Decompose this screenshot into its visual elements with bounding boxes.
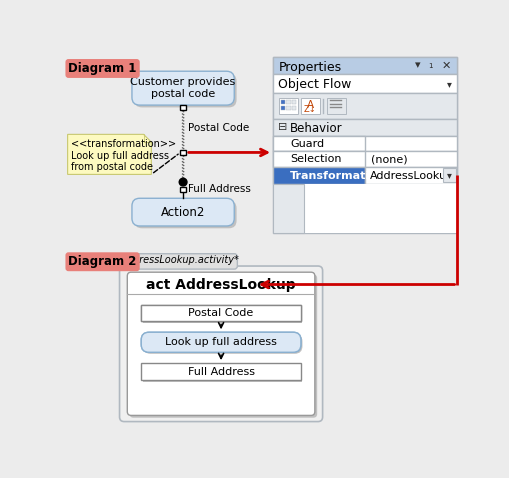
Bar [180, 187, 185, 192]
Text: Action2: Action2 [161, 206, 205, 218]
Text: Behavior: Behavior [290, 122, 342, 135]
Bar [272, 167, 364, 184]
Text: Full Address: Full Address [187, 185, 250, 195]
Bar [272, 93, 457, 119]
Text: Postal Code: Postal Code [187, 123, 248, 133]
Text: Diagram 2: Diagram 2 [68, 255, 136, 268]
Bar [272, 57, 457, 74]
FancyBboxPatch shape [141, 332, 300, 352]
Bar [291, 100, 296, 104]
Bar [272, 57, 457, 233]
Text: act AddressLookup: act AddressLookup [146, 278, 295, 292]
Text: ▾: ▾ [446, 79, 450, 89]
Text: Object Flow: Object Flow [278, 78, 351, 91]
Bar [280, 106, 285, 110]
Text: ✕: ✕ [441, 60, 450, 70]
Text: Guard: Guard [290, 139, 324, 149]
Circle shape [179, 178, 187, 186]
FancyBboxPatch shape [134, 74, 236, 108]
Text: ₁: ₁ [427, 60, 432, 70]
FancyBboxPatch shape [132, 198, 234, 226]
Bar [272, 74, 457, 93]
Bar [272, 119, 457, 136]
Text: AddressLookup.activity*: AddressLookup.activity* [120, 255, 239, 265]
Text: Diagram 1: Diagram 1 [68, 62, 136, 75]
Bar [272, 136, 364, 152]
Bar [272, 184, 303, 233]
Text: Transformation: Transformation [290, 171, 385, 181]
Text: ⊟: ⊟ [278, 122, 287, 132]
Bar [291, 106, 296, 110]
Bar [286, 100, 290, 104]
Bar [141, 304, 300, 322]
Bar [141, 363, 300, 380]
Bar [272, 152, 364, 167]
Text: (none): (none) [371, 154, 407, 164]
Bar [280, 100, 285, 104]
Text: Full Address: Full Address [187, 367, 254, 377]
Text: Postal Code: Postal Code [188, 308, 253, 318]
Text: ▾: ▾ [414, 60, 419, 70]
Bar [272, 136, 457, 152]
Text: <<transformation>>
Look up full address
from postal code: <<transformation>> Look up full address … [71, 139, 176, 172]
Bar [300, 98, 319, 114]
FancyBboxPatch shape [127, 272, 314, 415]
Bar [272, 152, 457, 167]
Text: Customer provides
postal code: Customer provides postal code [130, 77, 235, 99]
FancyBboxPatch shape [143, 334, 302, 354]
Text: Z↓: Z↓ [303, 105, 316, 114]
Polygon shape [68, 134, 151, 174]
Text: Properties: Properties [278, 61, 341, 74]
Text: A: A [306, 100, 313, 110]
Bar [143, 306, 302, 323]
Bar [180, 150, 185, 155]
Bar [327, 98, 345, 114]
FancyBboxPatch shape [134, 201, 236, 228]
Bar [286, 106, 290, 110]
Bar [278, 98, 297, 114]
Text: ▾: ▾ [445, 171, 450, 181]
Bar [180, 105, 185, 110]
Bar [141, 304, 300, 322]
FancyBboxPatch shape [132, 71, 234, 105]
Bar [443, 168, 455, 182]
Bar [143, 365, 302, 381]
FancyBboxPatch shape [122, 254, 237, 269]
Bar [272, 184, 457, 233]
Bar [364, 167, 457, 184]
Text: Look up full address: Look up full address [165, 337, 276, 347]
Text: Selection: Selection [290, 154, 341, 164]
FancyBboxPatch shape [119, 266, 322, 422]
Text: AddressLookup: AddressLookup [369, 171, 453, 181]
FancyBboxPatch shape [129, 274, 317, 418]
FancyBboxPatch shape [141, 332, 300, 352]
